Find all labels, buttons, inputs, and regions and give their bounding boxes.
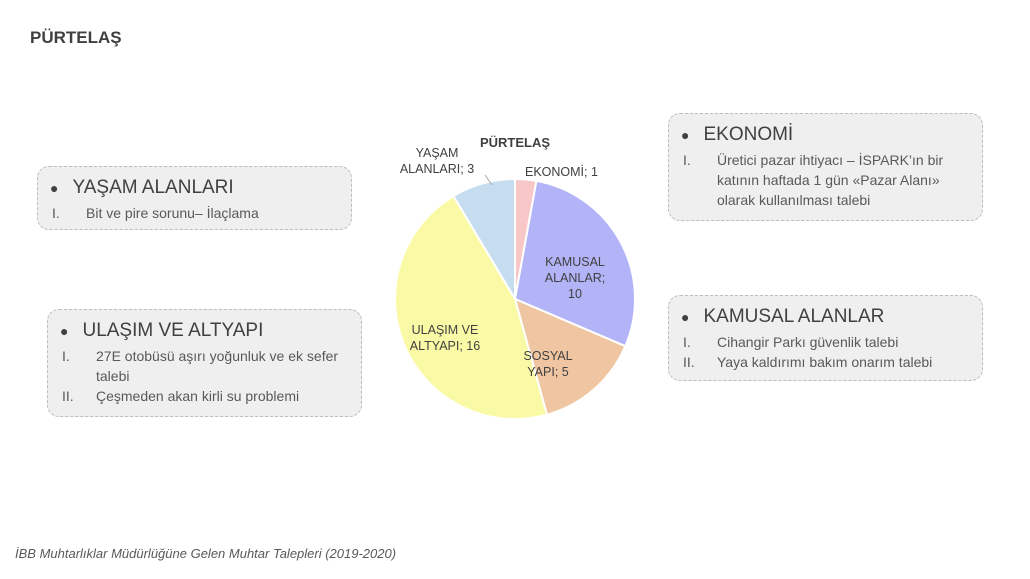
bullet-icon: ● <box>60 323 69 339</box>
ekonomi-box: ● EKONOMİ I. Üretici pazar ihtiyacı – İSPA… <box>668 113 983 221</box>
pie-slice <box>513 179 636 348</box>
box-title: ULAŞIM VE ALTYAPI <box>82 320 264 341</box>
list-item: I. Üretici pazar ihtiyacı – İSPARK’ın bir… <box>683 152 944 208</box>
slice-data-label: YAŞAM ALANLARI; 3 <box>400 146 474 176</box>
bullet-icon: ● <box>681 309 690 325</box>
page-title: PÜRTELAŞ <box>30 28 122 47</box>
footer-source: İBB Muhtarlıklar Müdürlüğüne Gelen Muhta… <box>15 546 397 561</box>
slice-data-label: ULAŞIM VE ALTYAPI; 16 <box>410 323 480 353</box>
pie-chart: PÜRTELAŞ EKONOMİ; 1 KAMUSAL ALANLAR; 10 SOSY… <box>394 135 636 420</box>
slice-data-label: SOSYAL YAPI; 5 <box>523 349 572 379</box>
chart-title: PÜRTELAŞ <box>480 135 550 150</box>
yasam-leader-line <box>484 174 493 186</box>
bullet-icon: ● <box>681 127 690 143</box>
list-item: I. Cihangir Parkı güvenlik talebi <box>683 334 899 350</box>
pie-slice <box>513 297 627 416</box>
list-item: II. Çeşmeden akan kirli su problemi <box>62 388 300 404</box>
box-title: KAMUSAL ALANLAR <box>703 306 885 327</box>
slice-data-label: KAMUSAL ALANLAR; 10 <box>545 255 605 301</box>
list-item: I. 27E otobüsü aşırı yoğunluk ve ek sefer… <box>62 348 339 384</box>
box-title: YAŞAM ALANLARI <box>72 177 234 198</box>
pie-slice <box>394 194 549 420</box>
ulasim-altyapi-box: ● ULAŞIM VE ALTYAPI I. 27E otobüsü aşırı y… <box>47 309 362 417</box>
pie-slice <box>452 177 516 303</box>
bullet-icon: ● <box>50 180 59 196</box>
list-item: I. Bit ve pire sorunu– İlaçlama <box>52 205 259 221</box>
list-item: II. Yaya kaldırımı bakım onarım talebi <box>683 354 933 370</box>
yasam-alanlari-box: ● YAŞAM ALANLARI I. Bit ve pire sorunu– İl… <box>37 166 352 230</box>
slice-data-label: EKONOMİ; 1 <box>525 165 598 179</box>
box-title: EKONOMİ <box>703 124 794 145</box>
kamusal-alanlar-box: ● KAMUSAL ALANLAR I. Cihangir Parkı güvenl… <box>668 295 983 381</box>
